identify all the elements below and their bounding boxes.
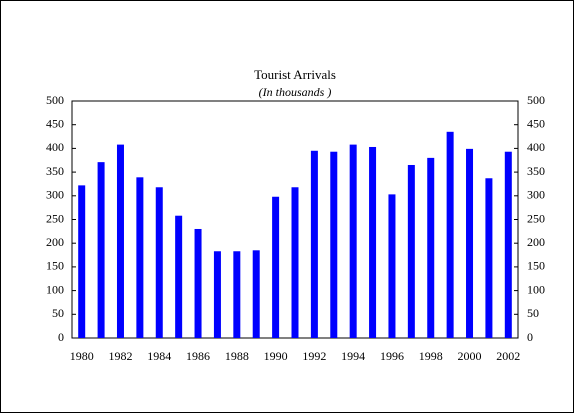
y-tick-label: 300 <box>46 188 64 202</box>
x-tick-label: 1982 <box>108 349 132 363</box>
x-tick-label: 1998 <box>419 349 443 363</box>
x-tick-label: 1988 <box>225 349 249 363</box>
y-tick-label: 400 <box>46 140 64 154</box>
bar <box>349 144 357 338</box>
bar <box>116 144 124 338</box>
y2-tick-label: 300 <box>527 188 545 202</box>
x-tick-label: 1984 <box>147 349 171 363</box>
chart-title: Tourist Arrivals <box>254 67 336 82</box>
y2-tick-label: 50 <box>527 306 539 320</box>
y-tick-label: 50 <box>52 306 64 320</box>
bar <box>97 162 105 338</box>
bar <box>427 157 435 338</box>
y-tick-label: 250 <box>46 211 64 225</box>
bar <box>213 251 221 338</box>
bar <box>407 164 415 338</box>
x-tick-label: 1980 <box>70 349 94 363</box>
y-tick-label: 200 <box>46 235 64 249</box>
bar <box>330 151 338 338</box>
x-tick-label: 2002 <box>496 349 520 363</box>
bar <box>252 250 260 338</box>
y2-tick-label: 150 <box>527 259 545 273</box>
bar <box>272 196 280 338</box>
y2-tick-label: 450 <box>527 116 545 130</box>
bar <box>446 131 454 338</box>
x-tick-label: 1992 <box>302 349 326 363</box>
bar <box>175 215 183 338</box>
x-tick-label: 1990 <box>264 349 288 363</box>
y2-tick-label: 350 <box>527 164 545 178</box>
x-tick-label: 1996 <box>380 349 404 363</box>
y-tick-label: 500 <box>46 93 64 107</box>
bar <box>136 177 144 338</box>
y2-tick-label: 100 <box>527 282 545 296</box>
y-tick-label: 100 <box>46 282 64 296</box>
y-tick-label: 150 <box>46 259 64 273</box>
bar <box>369 146 377 338</box>
chart-subtitle: (In thousands ) <box>259 85 332 99</box>
x-tick-label: 2000 <box>458 349 482 363</box>
x-tick-label: 1986 <box>186 349 210 363</box>
y2-tick-label: 400 <box>527 140 545 154</box>
bar <box>504 151 512 338</box>
bar <box>155 187 163 338</box>
bar <box>310 150 318 338</box>
bar <box>485 178 493 338</box>
y-tick-label: 350 <box>46 164 64 178</box>
y2-tick-label: 250 <box>527 211 545 225</box>
bar <box>388 194 396 338</box>
x-tick-label: 1994 <box>341 349 365 363</box>
bar <box>466 148 474 338</box>
bar <box>291 187 299 338</box>
y2-tick-label: 0 <box>527 330 533 344</box>
bar <box>233 251 241 338</box>
y2-tick-label: 500 <box>527 93 545 107</box>
y2-tick-label: 200 <box>527 235 545 249</box>
bar <box>194 228 202 338</box>
y-tick-label: 0 <box>58 330 64 344</box>
y-tick-label: 450 <box>46 116 64 130</box>
bar <box>78 185 86 338</box>
